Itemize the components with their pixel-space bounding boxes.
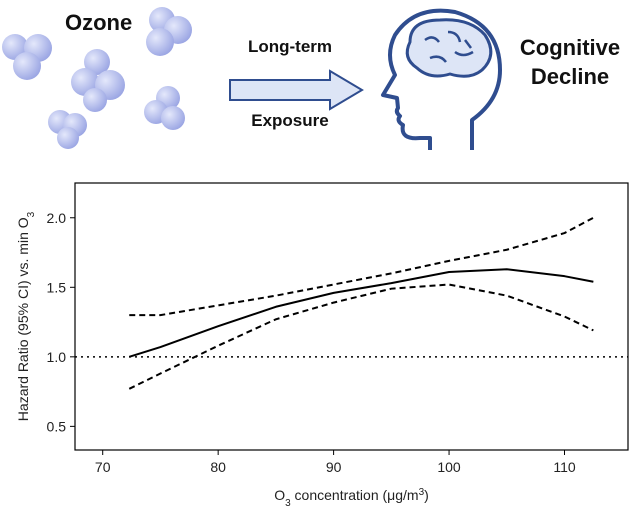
- x-tick-label: 70: [95, 459, 111, 475]
- ozone-label: Ozone: [65, 10, 132, 35]
- series-line: [128, 283, 594, 390]
- axis-label-part: 3: [419, 487, 425, 498]
- y-tick-label: 0.5: [47, 418, 67, 434]
- x-tick-label: 100: [437, 459, 461, 475]
- series-line: [129, 216, 594, 317]
- axis-label-part: Hazard Ratio (95% CI) vs. min O: [15, 217, 31, 421]
- x-tick-label: 90: [326, 459, 342, 475]
- series-line: [128, 268, 594, 358]
- outcome-label-line: Decline: [531, 64, 609, 89]
- outcome-label-line: Cognitive: [520, 35, 620, 60]
- y-tick-label: 1.0: [47, 349, 67, 365]
- arrow-label-bottom: Exposure: [251, 111, 328, 130]
- axis-label: O3 concentration (μg/m3): [274, 487, 429, 509]
- axis-label-part: O: [274, 487, 285, 503]
- axis-label-part: ): [424, 487, 429, 503]
- ozone-molecules: [2, 7, 192, 149]
- exposure-arrow: [229, 69, 364, 111]
- x-tick-label: 80: [210, 459, 226, 475]
- head-icon: [381, 8, 502, 150]
- axis-label-part: 3: [285, 498, 291, 509]
- plot-frame: [74, 182, 629, 451]
- axis-label-part: 3: [26, 211, 37, 217]
- axis-label-part: concentration (μg/m: [291, 487, 419, 503]
- y-tick-label: 2.0: [47, 210, 67, 226]
- y-tick-label: 1.5: [47, 279, 67, 295]
- axis-label: Hazard Ratio (95% CI) vs. min O3: [15, 211, 37, 421]
- arrow-label-top: Long-term: [248, 37, 332, 56]
- x-tick-label: 110: [553, 459, 576, 475]
